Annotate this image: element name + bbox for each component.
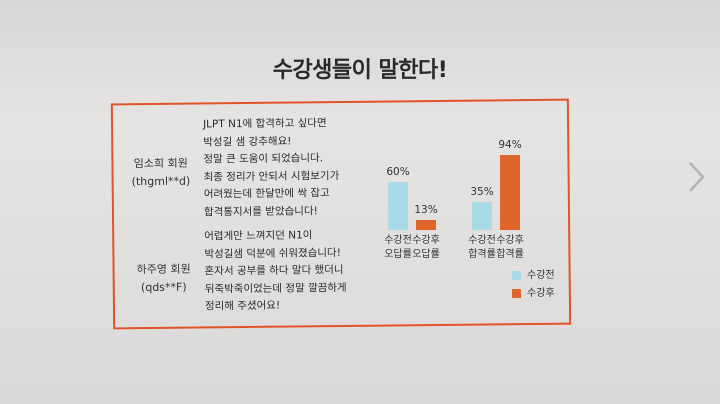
bar-before <box>472 202 492 230</box>
review-text-1: JLPT N1에 합격하고 싶다면 박성길 샘 강추해요! 정말 큰 도움이 되… <box>202 117 340 218</box>
chevron-right-icon <box>689 162 705 192</box>
legend-label: 수강전 <box>527 270 555 281</box>
reviewer-handle: (thgml**d) <box>131 174 191 189</box>
legend-label: 수강후 <box>527 288 555 299</box>
bar-value-label: 35% <box>470 186 494 198</box>
bar-value-label: 13% <box>414 203 438 216</box>
reviewer-2: 하주영 회원 (qds**F) <box>136 261 191 298</box>
category-label-line: 합격률 <box>496 249 524 260</box>
legend-item-after: 수강후 <box>512 284 555 299</box>
bar-after <box>500 154 520 230</box>
review-text-2: 어렵게만 느껴지던 N1이 박성길샘 덕분에 쉬워졌습니다! 혼자서 공부를 하… <box>204 229 347 313</box>
bar-before <box>388 182 408 230</box>
category-label-line: 오답률 <box>384 249 412 260</box>
category-label-line: 수강후 <box>496 235 524 246</box>
reviewer-name: 하주영 회원 <box>136 262 191 277</box>
section-title: 수강생들이 말한다! <box>272 58 448 83</box>
legend: 수강전 수강후 <box>512 266 555 299</box>
bar-after <box>416 219 436 230</box>
bar-chart: 수강전 수강후 60% 수강전 오답률 13% 수강후 오답률 35% 수강전 합격률 94% 수강… <box>372 130 572 330</box>
bar-value-label: 60% <box>386 166 410 178</box>
category-label-line: 합격률 <box>468 249 496 260</box>
reviewer-handle: (qds**F) <box>140 280 187 295</box>
bar-value-label: 94% <box>498 138 522 151</box>
category-label-line: 수강전 <box>468 235 496 246</box>
reviewer-name: 임소희 회원 <box>133 156 188 171</box>
legend-item-before: 수강전 <box>512 266 555 281</box>
category-label-line: 오답률 <box>412 249 440 260</box>
category-label-line: 수강후 <box>412 235 440 246</box>
reviewer-1: 임소희 회원 (thgml**d) <box>131 155 191 192</box>
category-label-line: 수강전 <box>384 235 412 246</box>
next-arrow-button[interactable] <box>684 160 708 194</box>
